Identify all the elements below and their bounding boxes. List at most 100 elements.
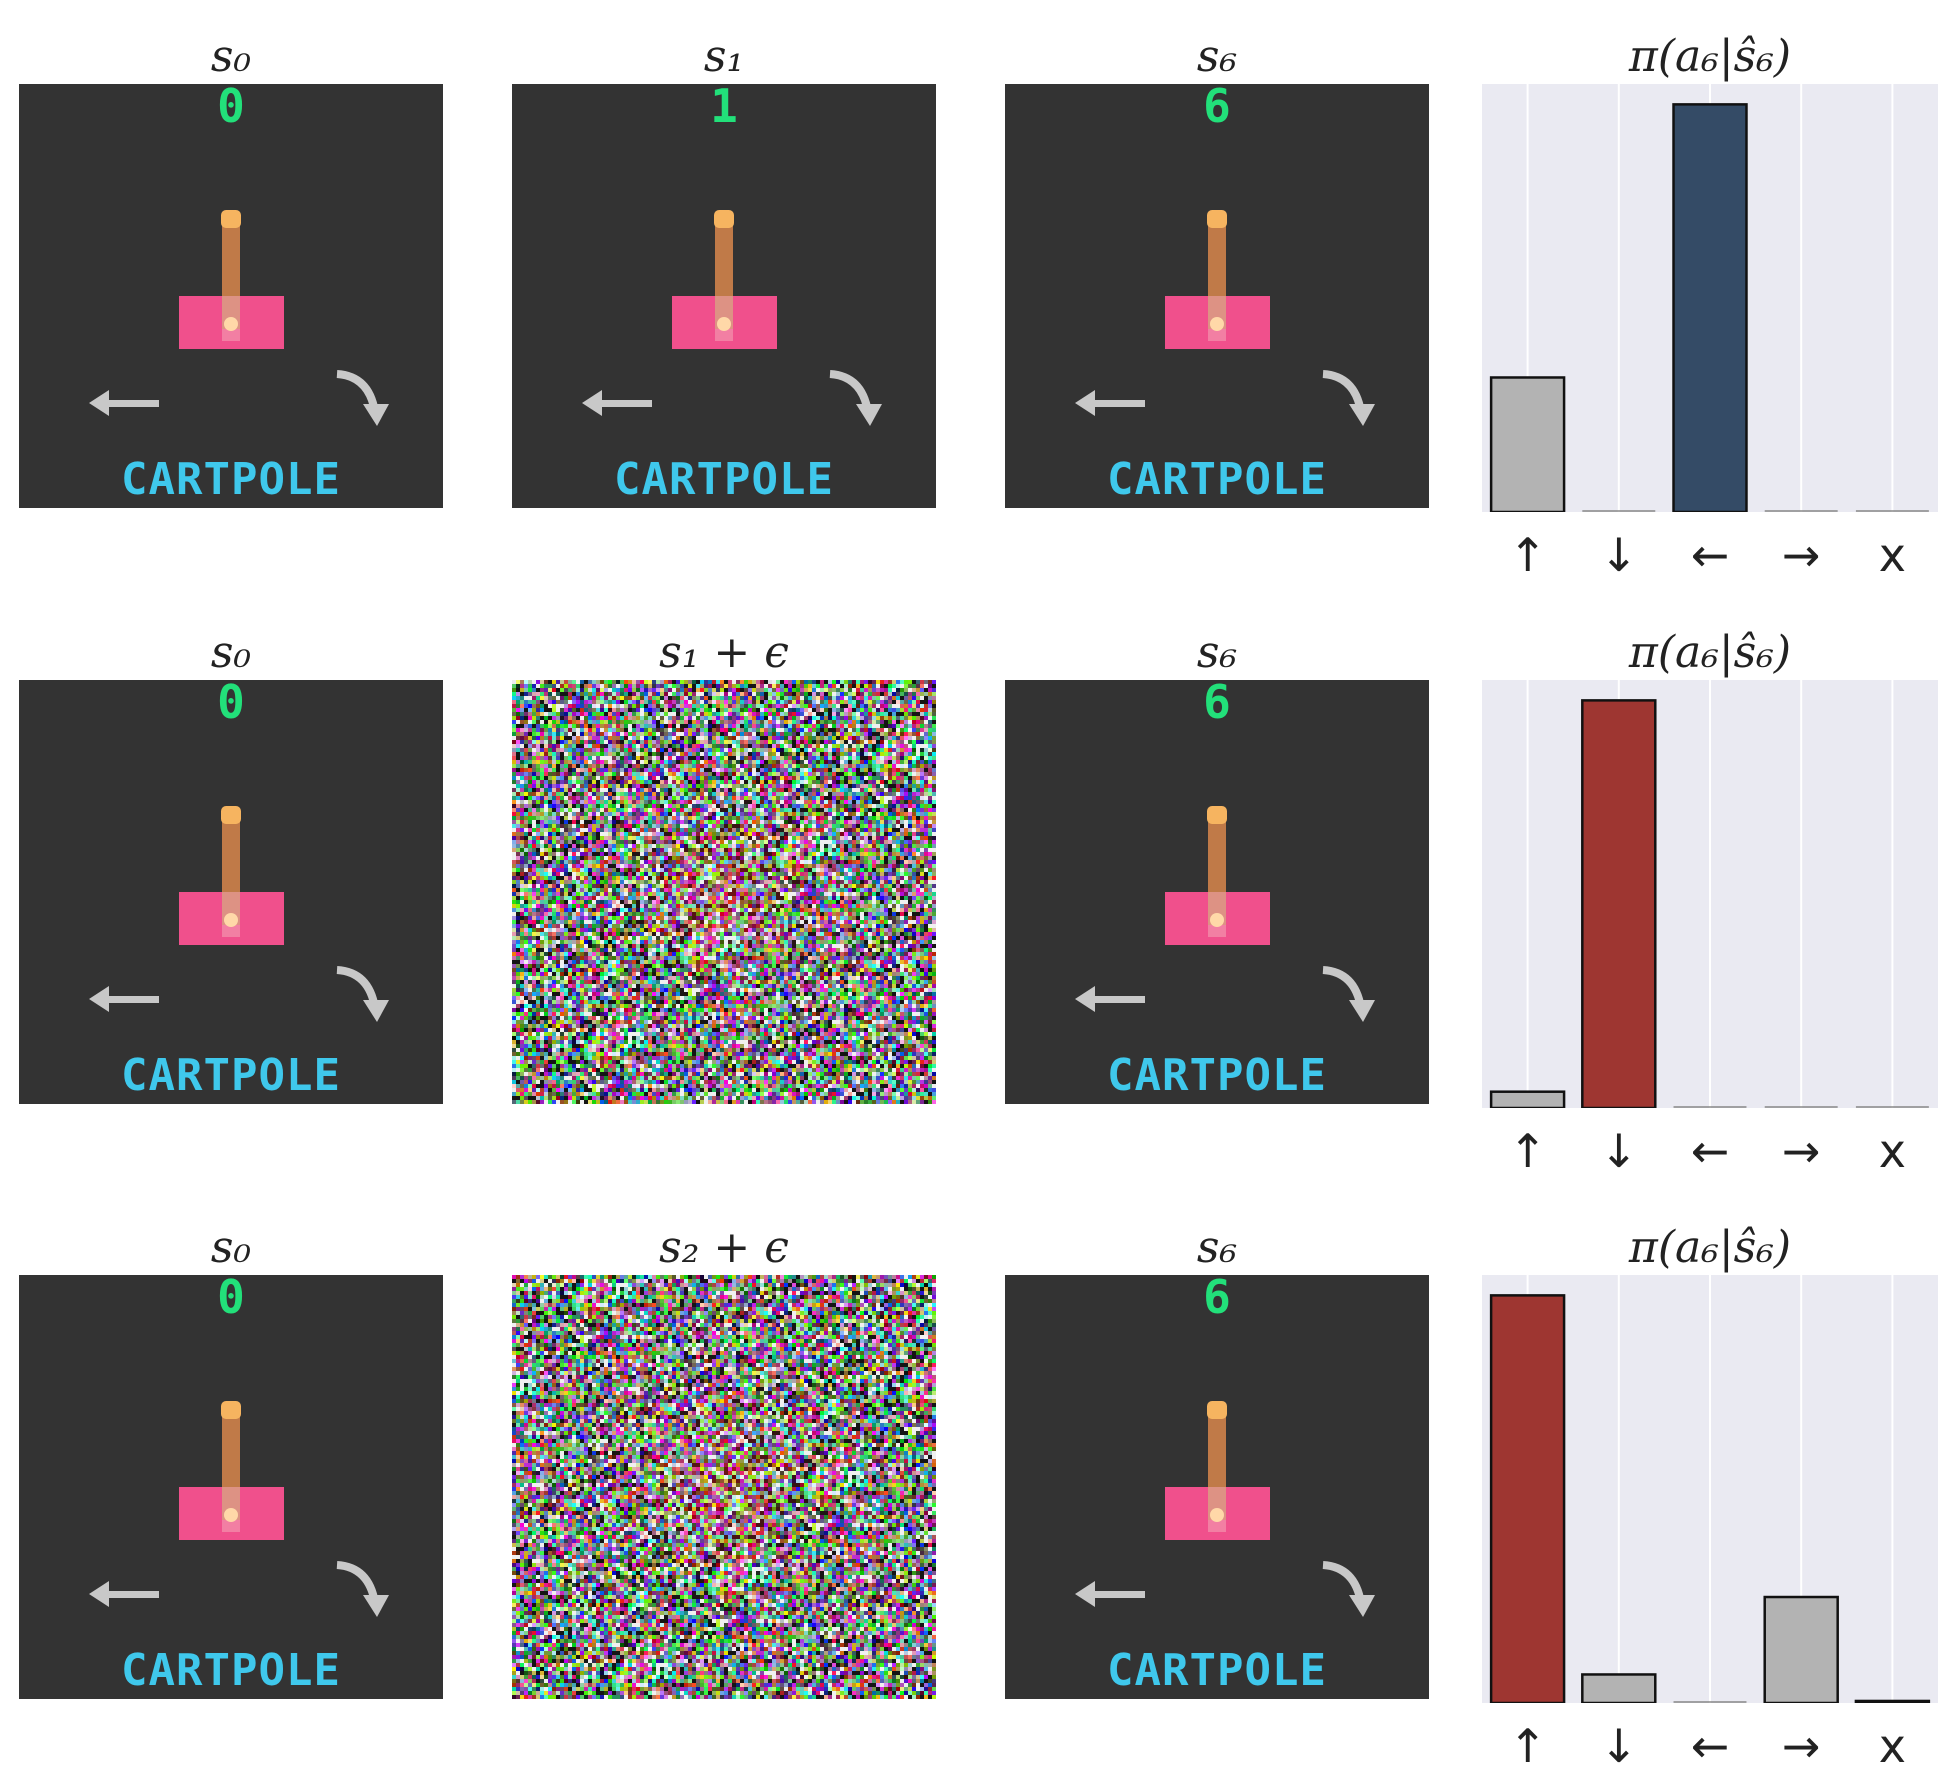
- cartpole-frame: 1 CARTPOLE: [512, 79, 936, 508]
- action-tick-label: ←: [1690, 1719, 1730, 1773]
- rotate-arrow-icon: [1322, 1561, 1375, 1617]
- game-frame: 6 CARTPOLE: [1005, 1270, 1429, 1699]
- rotate-arrow-icon: [336, 966, 389, 1022]
- pole-tip: [221, 1401, 241, 1419]
- game-title: CARTPOLE: [121, 1645, 341, 1696]
- policy-chart-plot: [1489, 680, 1929, 1108]
- game-title: CARTPOLE: [1107, 454, 1327, 505]
- policy-chart-plot: [1489, 1275, 1931, 1703]
- figure-row: s₀ 0 CARTPOLE s₁ + ϵ s₆ 6 CARTPOLE π(a₆|ŝ₆) ↑ ↓ ← →…: [0, 596, 1951, 1178]
- policy-chart: [1482, 680, 1938, 1108]
- frame-title: s₀: [210, 1222, 252, 1273]
- game-title: CARTPOLE: [121, 454, 341, 505]
- left-arrow-icon: [582, 390, 652, 416]
- policy-chart-plot: [1489, 84, 1929, 512]
- frame-title: s₆: [1196, 31, 1238, 82]
- noisy-frame: [512, 1275, 936, 1699]
- step-counter: 6: [1203, 84, 1231, 133]
- game-frame: 0 CARTPOLE: [19, 79, 443, 508]
- pole-tip: [221, 806, 241, 824]
- action-tick-label: →: [1781, 528, 1821, 582]
- left-arrow-icon: [89, 1581, 159, 1607]
- frame-title: s₆: [1196, 627, 1238, 678]
- game-frame: 6 CARTPOLE: [1005, 79, 1429, 508]
- action-tick-label: x: [1878, 528, 1906, 582]
- action-tick-label: ←: [1690, 528, 1730, 582]
- noise-image: [512, 1275, 936, 1699]
- cartpole-frame: 0 CARTPOLE: [19, 1270, 443, 1699]
- game-frame: 1 CARTPOLE: [512, 79, 936, 508]
- action-tick-label: ↓: [1599, 1124, 1639, 1178]
- step-counter: 1: [710, 84, 738, 133]
- policy-title: π(a₆|ŝ₆): [1628, 627, 1792, 678]
- figure-row: s₀ 0 CARTPOLE s₂ + ϵ s₆ 6 CARTPOLE π(a₆|ŝ₆) ↑ ↓ ← →…: [0, 1191, 1951, 1773]
- action-tick-label: ↑: [1508, 1124, 1547, 1178]
- frame-title: s₀: [210, 31, 252, 82]
- cartpole-frame: 6 CARTPOLE: [1005, 1270, 1429, 1699]
- bar: [1672, 103, 1748, 512]
- noise-image: [512, 680, 936, 1104]
- rotate-arrow-icon: [1322, 370, 1375, 426]
- action-tick-label: →: [1781, 1719, 1821, 1773]
- pole-tip: [221, 210, 241, 228]
- bar: [1489, 376, 1566, 512]
- left-arrow-icon: [89, 390, 159, 416]
- frame-title: s₁: [703, 31, 745, 82]
- bar: [1489, 1090, 1566, 1108]
- step-counter: 6: [1203, 1275, 1231, 1324]
- step-counter: 6: [1203, 680, 1231, 729]
- action-tick-label: ↑: [1508, 1719, 1547, 1773]
- left-arrow-icon: [89, 986, 159, 1012]
- policy-title: π(a₆|ŝ₆): [1628, 1222, 1792, 1273]
- policy-chart: [1482, 84, 1938, 512]
- frame-title: s₁ + ϵ: [659, 627, 789, 678]
- step-counter: 0: [217, 680, 245, 729]
- cartpole-frame: 0 CARTPOLE: [19, 79, 443, 508]
- action-tick-label: ↓: [1599, 1719, 1639, 1773]
- frame-title: s₀: [210, 627, 252, 678]
- cartpole-frame: 6 CARTPOLE: [1005, 79, 1429, 508]
- action-tick-labels: ↑ ↓ ← → x: [1482, 1716, 1938, 1776]
- rotate-arrow-icon: [1322, 966, 1375, 1022]
- policy-title: π(a₆|ŝ₆): [1628, 31, 1792, 82]
- hinge: [1210, 913, 1224, 927]
- action-tick-label: ←: [1690, 1124, 1730, 1178]
- pole-tip: [1207, 806, 1227, 824]
- left-arrow-icon: [1075, 986, 1145, 1012]
- game-title: CARTPOLE: [614, 454, 834, 505]
- hinge: [717, 317, 731, 331]
- frame-title: s₂ + ϵ: [659, 1222, 789, 1273]
- game-title: CARTPOLE: [1107, 1645, 1327, 1696]
- bar: [1581, 1673, 1657, 1703]
- hinge: [224, 317, 238, 331]
- cartpole-frame: 0 CARTPOLE: [19, 675, 443, 1104]
- noisy-frame: [512, 680, 936, 1104]
- action-tick-label: x: [1878, 1719, 1906, 1773]
- rotate-arrow-icon: [829, 370, 882, 426]
- action-tick-labels: ↑ ↓ ← → x: [1482, 525, 1938, 585]
- bar: [1581, 699, 1657, 1108]
- hinge: [1210, 317, 1224, 331]
- pole-tip: [714, 210, 734, 228]
- policy-chart: [1482, 1275, 1938, 1703]
- action-tick-label: →: [1781, 1124, 1821, 1178]
- bar: [1489, 1294, 1566, 1703]
- action-tick-label: x: [1878, 1124, 1906, 1178]
- step-counter: 0: [217, 1275, 245, 1324]
- action-tick-label: ↑: [1508, 528, 1547, 582]
- step-counter: 0: [217, 84, 245, 133]
- left-arrow-icon: [1075, 390, 1145, 416]
- hinge: [224, 913, 238, 927]
- hinge: [1210, 1508, 1224, 1522]
- game-title: CARTPOLE: [1107, 1050, 1327, 1101]
- pole-tip: [1207, 1401, 1227, 1419]
- game-frame: 0 CARTPOLE: [19, 1270, 443, 1699]
- rotate-arrow-icon: [336, 1561, 389, 1617]
- bar: [1854, 1699, 1931, 1703]
- hinge: [224, 1508, 238, 1522]
- game-frame: 0 CARTPOLE: [19, 675, 443, 1104]
- pole-tip: [1207, 210, 1227, 228]
- frame-title: s₆: [1196, 1222, 1238, 1273]
- rotate-arrow-icon: [336, 370, 389, 426]
- action-tick-label: ↓: [1599, 528, 1639, 582]
